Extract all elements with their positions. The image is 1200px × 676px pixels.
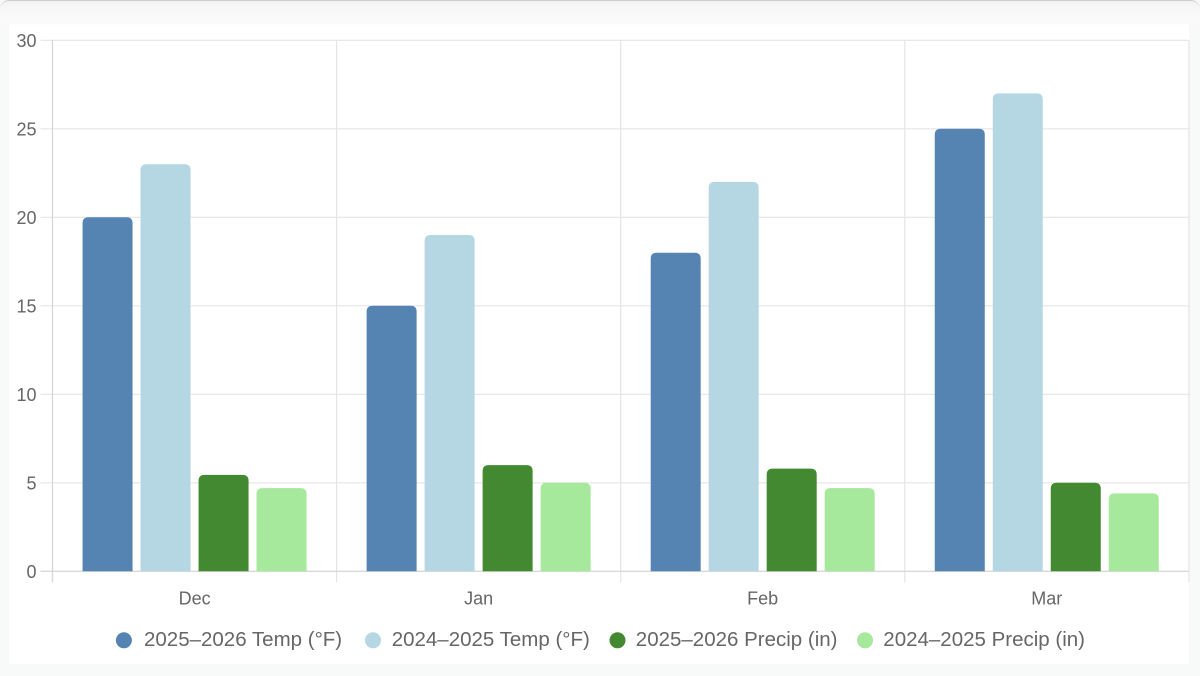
svg-text:2025–2026 Temp (°F): 2025–2026 Temp (°F) (144, 628, 342, 651)
svg-text:25: 25 (16, 119, 36, 139)
svg-text:Mar: Mar (1031, 589, 1062, 609)
svg-text:30: 30 (16, 31, 36, 51)
svg-text:2024–2025 Precip (in): 2024–2025 Precip (in) (883, 628, 1085, 651)
svg-text:10: 10 (16, 385, 36, 405)
svg-text:5: 5 (26, 473, 36, 493)
svg-text:20: 20 (16, 208, 36, 228)
svg-text:15: 15 (16, 296, 36, 316)
svg-text:0: 0 (26, 562, 36, 582)
svg-text:2025–2026 Precip (in): 2025–2026 Precip (in) (636, 628, 838, 651)
svg-text:Dec: Dec (179, 589, 211, 609)
svg-text:Jan: Jan (464, 589, 493, 609)
svg-text:2024–2025 Temp (°F): 2024–2025 Temp (°F) (392, 628, 590, 651)
svg-text:Feb: Feb (747, 589, 778, 609)
